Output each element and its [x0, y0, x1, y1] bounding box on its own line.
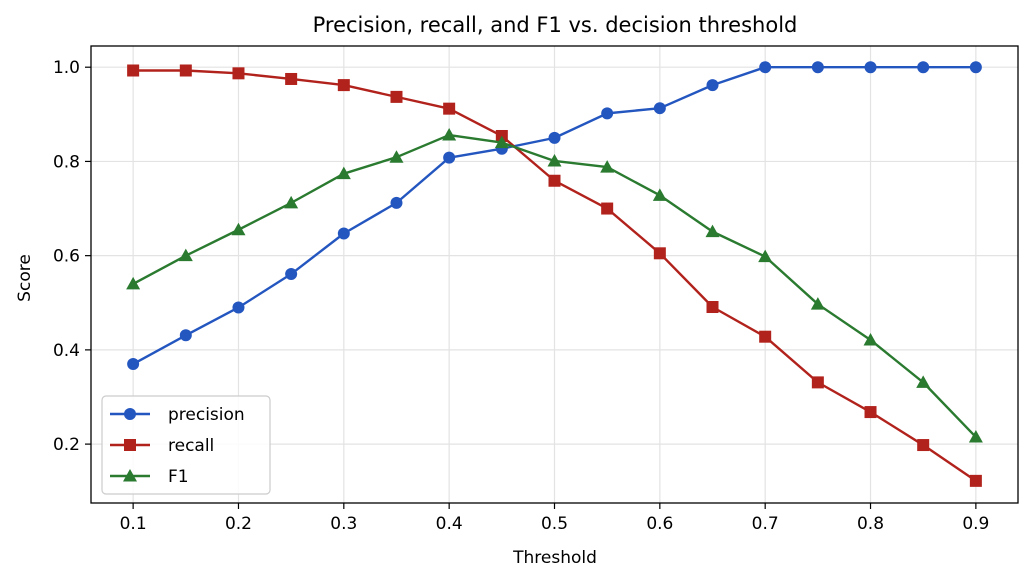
- y-tick-label: 0.6: [53, 247, 80, 267]
- precision-point: [443, 151, 456, 164]
- recall-point: [390, 90, 403, 103]
- legend-marker-f1: [123, 469, 137, 482]
- axis-ticks: 0.1 0.2 0.3 0.4 0.5 0.6 0.7 0.8 0.9 0.2 0.4 0.6 0.8 1…: [53, 58, 989, 534]
- y-tick-label: 1.0: [53, 58, 80, 78]
- precision-point: [127, 358, 140, 371]
- f1-point: [336, 166, 351, 180]
- series-f1: [126, 128, 983, 443]
- legend-item-recall: recall: [110, 436, 214, 456]
- f1-point: [863, 332, 878, 346]
- x-tick-label: 0.7: [752, 514, 779, 534]
- legend-marker-precision: [124, 408, 136, 420]
- chart-title: Precision, recall, and F1 vs. decision t…: [313, 13, 798, 37]
- precision-point: [811, 61, 824, 74]
- x-tick-label: 0.3: [330, 514, 357, 534]
- f1-point: [231, 222, 246, 236]
- precision-point: [759, 61, 772, 74]
- recall-point: [811, 376, 824, 389]
- f1-point: [600, 160, 615, 173]
- recall-point: [127, 64, 140, 77]
- y-tick-label: 0.2: [53, 435, 80, 455]
- recall-point: [706, 301, 719, 314]
- series-layer: [126, 61, 983, 487]
- series-recall: [127, 64, 982, 487]
- legend-item-precision: precision: [110, 405, 245, 425]
- recall-point: [232, 67, 245, 80]
- y-tick-label: 0.8: [53, 152, 80, 172]
- legend-label-precision: precision: [168, 405, 245, 425]
- precision-point: [337, 227, 350, 240]
- x-tick-label: 0.9: [962, 514, 989, 534]
- f1-point: [178, 248, 193, 262]
- recall-point: [285, 72, 298, 85]
- precision-point: [917, 61, 930, 74]
- x-tick-label: 0.6: [646, 514, 673, 534]
- legend-box: [101, 395, 271, 495]
- series-precision: [127, 61, 982, 371]
- f1-point: [652, 188, 667, 201]
- recall-point: [548, 174, 561, 187]
- x-tick-label: 0.8: [857, 514, 884, 534]
- legend-item-f1: F1: [110, 467, 189, 487]
- precision-point: [864, 61, 877, 74]
- recall-point: [601, 202, 614, 215]
- f1-point: [389, 150, 404, 163]
- recall-point: [179, 64, 192, 77]
- y-axis-title: Score: [15, 254, 35, 302]
- recall-point: [969, 474, 982, 487]
- precision-point: [232, 301, 245, 314]
- recall-point: [864, 406, 877, 419]
- x-tick-label: 0.2: [225, 514, 252, 534]
- precision-point: [601, 107, 614, 120]
- f1-point: [758, 249, 773, 263]
- recall-point: [653, 247, 666, 260]
- legend: precision recall F1: [101, 395, 271, 495]
- f1-point: [968, 430, 983, 443]
- legend-marker-recall: [124, 439, 136, 451]
- f1-point: [284, 195, 299, 209]
- f1-point: [916, 375, 931, 388]
- x-tick-label: 0.4: [436, 514, 463, 534]
- precision-point: [706, 79, 719, 92]
- y-tick-label: 0.4: [53, 341, 80, 361]
- f1-point: [442, 128, 457, 141]
- precision-point: [179, 329, 192, 342]
- precision-point: [653, 102, 666, 115]
- f1-point: [810, 297, 825, 310]
- legend-label-recall: recall: [168, 436, 214, 456]
- recall-point: [443, 102, 456, 115]
- x-axis-title: Threshold: [512, 548, 597, 568]
- f1-point: [547, 153, 562, 167]
- precision-point: [285, 268, 298, 281]
- legend-label-f1: F1: [168, 467, 189, 487]
- recall-point: [759, 330, 772, 343]
- x-tick-label: 0.1: [120, 514, 147, 534]
- plot-frame: [90, 45, 1019, 504]
- precision-point: [969, 61, 982, 74]
- precision-point: [390, 196, 403, 209]
- recall-point: [337, 79, 350, 92]
- f1-point: [494, 135, 509, 149]
- f1-point: [705, 224, 720, 238]
- x-tick-label: 0.5: [541, 514, 568, 534]
- precision-point: [548, 131, 561, 144]
- recall-point: [917, 439, 930, 452]
- f1-point: [126, 276, 141, 290]
